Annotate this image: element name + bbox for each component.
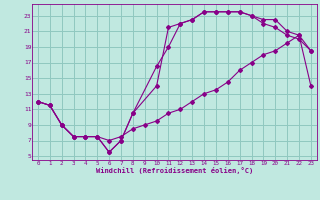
X-axis label: Windchill (Refroidissement éolien,°C): Windchill (Refroidissement éolien,°C): [96, 167, 253, 174]
